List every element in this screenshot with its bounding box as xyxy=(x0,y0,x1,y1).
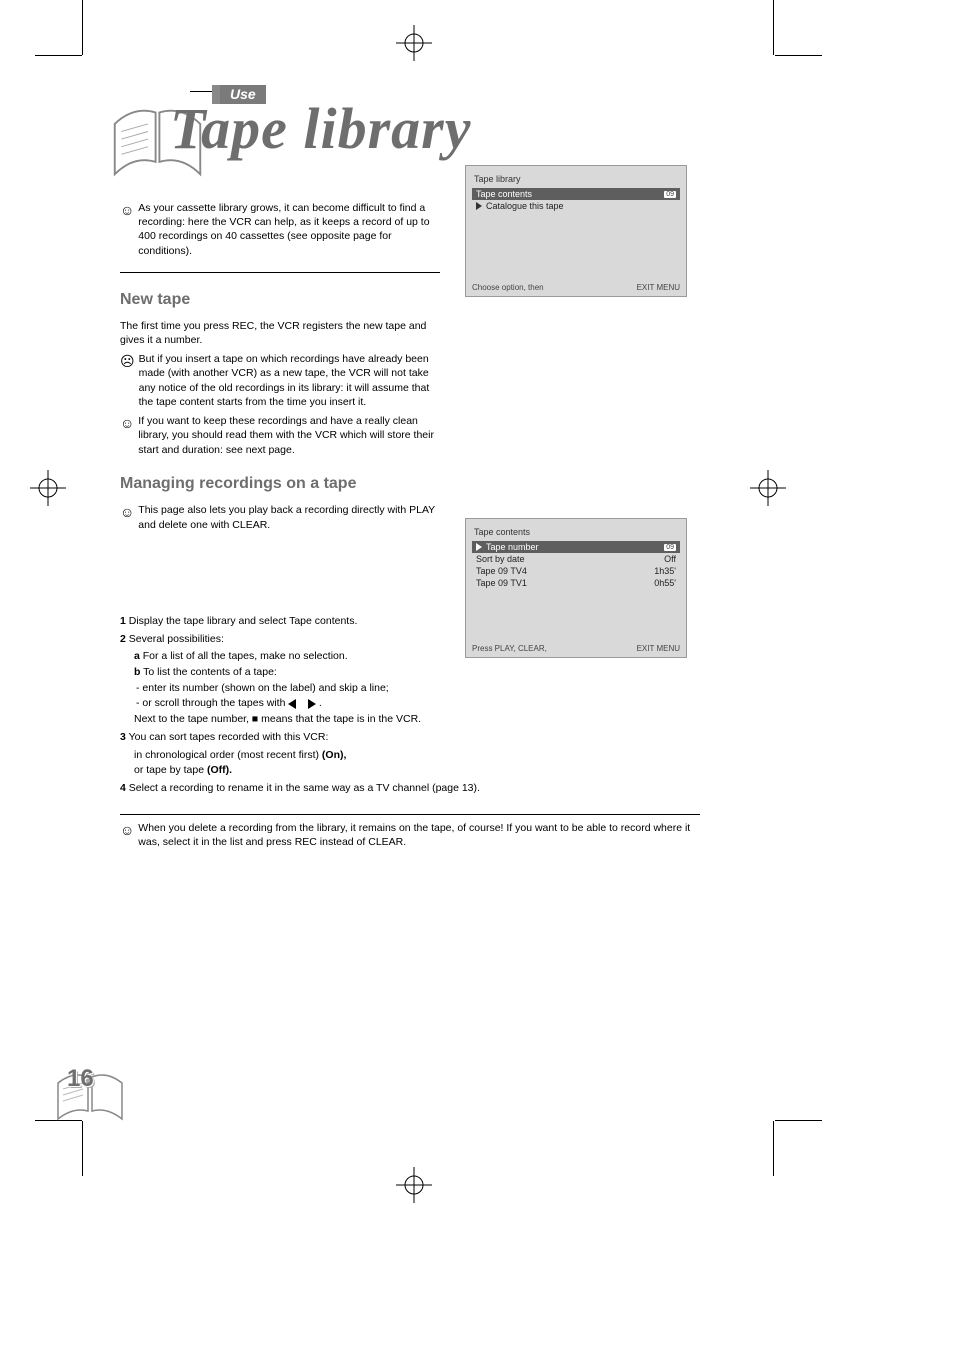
osd-hint: Choose option, then xyxy=(472,283,544,292)
managing-intro-text: This page also lets you play back a reco… xyxy=(138,503,440,532)
cursor-icon xyxy=(476,543,482,551)
registration-mark-icon xyxy=(396,1167,432,1203)
warning-note: ☹ But if you insert a tape on which reco… xyxy=(120,352,440,410)
crop-mark xyxy=(82,1121,83,1176)
triangle-left-icon xyxy=(288,699,296,709)
osd-row-label: Tape 09 TV1 xyxy=(476,578,527,588)
key-label: (Off). xyxy=(207,764,232,776)
step-text: Display the tape library and select Tape… xyxy=(129,615,358,627)
osd-row: Tape 09 TV1 0h55' xyxy=(472,577,680,589)
osd-row-label: Tape number xyxy=(486,542,539,552)
cursor-icon xyxy=(476,202,482,210)
section-heading-managing: Managing recordings on a tape xyxy=(120,475,440,493)
footnote-text: When you delete a recording from the lib… xyxy=(138,821,700,850)
osd-row-label: Tape contents xyxy=(476,189,532,199)
page-content: Use Tape library ☺ As your cassette libr… xyxy=(120,85,700,850)
tape-badge-icon: 09 xyxy=(664,191,676,198)
sort-option-tape: or tape by tape (Off). xyxy=(134,763,700,778)
step-text: You can sort tapes recorded with this VC… xyxy=(129,731,329,743)
osd-value: 0h55' xyxy=(654,578,676,588)
step-text: Select a recording to rename it in the s… xyxy=(129,782,480,794)
note-line: Next to the tape number, ■ means that th… xyxy=(134,712,700,727)
osd-title: Tape contents xyxy=(474,527,680,537)
osd-preview-tape-library: Tape library Tape contents 09 Catalogue … xyxy=(465,165,687,297)
registration-mark-icon xyxy=(396,25,432,61)
osd-footer: Press PLAY, CLEAR, EXIT MENU xyxy=(472,644,680,653)
osd-preview-tape-contents: Tape contents Tape number 09 Sort by dat… xyxy=(465,518,687,658)
step-number: 1 xyxy=(120,615,126,627)
osd-hint: Press PLAY, CLEAR, xyxy=(472,644,547,653)
page-number: 16 xyxy=(67,1065,94,1093)
osd-row-selected: Tape number 09 xyxy=(472,541,680,553)
osd-footer: Choose option, then EXIT MENU xyxy=(472,283,680,292)
intro-note: ☺ As your cassette library grows, it can… xyxy=(120,201,440,258)
crop-mark xyxy=(773,1121,774,1176)
page-title: Tape library xyxy=(170,95,471,162)
text-fragment: in chronological order (most recent firs… xyxy=(134,749,319,761)
crop-mark xyxy=(775,1120,822,1121)
substep-text: For a list of all the tapes, make no sel… xyxy=(143,650,348,662)
registration-mark-icon xyxy=(750,470,786,506)
newtape-para: The first time you press REC, the VCR re… xyxy=(120,319,440,348)
happy-face-icon: ☺ xyxy=(120,504,134,520)
tip-note: ☺ If you want to keep these recordings a… xyxy=(120,414,440,457)
step-number: 2 xyxy=(120,633,126,645)
divider xyxy=(120,272,440,273)
sub-sub-1: - enter its number (shown on the label) … xyxy=(146,681,700,696)
osd-row: Catalogue this tape xyxy=(472,200,680,212)
triangle-right-icon xyxy=(308,699,316,709)
substep-text: To list the contents of a tape: xyxy=(143,666,277,678)
osd-row: Tape 09 TV4 1h35' xyxy=(472,565,680,577)
crop-mark xyxy=(773,0,774,55)
managing-intro-note: ☺ This page also lets you play back a re… xyxy=(120,503,440,532)
section-heading-new-tape: New tape xyxy=(120,291,440,309)
text-fragment: - or scroll through the tapes with xyxy=(136,697,288,709)
sort-option-chron: in chronological order (most recent firs… xyxy=(134,748,700,763)
happy-face-icon: ☺ xyxy=(120,415,134,431)
key-label: (On), xyxy=(322,749,347,761)
tape-badge-icon: 09 xyxy=(664,544,676,551)
sad-face-icon: ☹ xyxy=(120,353,135,370)
step-number: 4 xyxy=(120,782,126,794)
step-number: 3 xyxy=(120,731,126,743)
osd-hint: EXIT MENU xyxy=(637,644,680,653)
osd-row: Sort by date Off xyxy=(472,553,680,565)
footnote: ☺ When you delete a recording from the l… xyxy=(120,821,700,850)
crop-mark xyxy=(35,55,82,56)
osd-row-label: Sort by date xyxy=(476,554,525,564)
happy-face-icon: ☺ xyxy=(120,822,134,838)
step-text: Several possibilities: xyxy=(129,633,224,645)
intro-text: As your cassette library grows, it can b… xyxy=(138,201,440,258)
happy-face-icon: ☺ xyxy=(120,202,134,218)
osd-row-label: Tape 09 TV4 xyxy=(476,566,527,576)
step-3: 3 You can sort tapes recorded with this … xyxy=(120,730,700,745)
registration-mark-icon xyxy=(30,470,66,506)
text-fragment: . xyxy=(319,697,322,709)
substep-b: b To list the contents of a tape: xyxy=(134,665,700,680)
osd-row-selected: Tape contents 09 xyxy=(472,188,680,200)
substep-label: b xyxy=(134,666,140,678)
crop-mark xyxy=(82,0,83,55)
tip-text: If you want to keep these recordings and… xyxy=(138,414,440,457)
sub-sub-2: - or scroll through the tapes with . xyxy=(146,696,700,711)
osd-title: Tape library xyxy=(474,174,680,184)
text-fragment: or tape by tape xyxy=(134,764,207,776)
osd-hint: EXIT MENU xyxy=(637,283,680,292)
divider xyxy=(120,814,700,815)
step-4: 4 Select a recording to rename it in the… xyxy=(120,781,700,796)
osd-value: 1h35' xyxy=(654,566,676,576)
osd-row-label: Catalogue this tape xyxy=(486,201,564,211)
substep-label: a xyxy=(134,650,140,662)
warning-text: But if you insert a tape on which record… xyxy=(139,352,440,410)
osd-value: Off xyxy=(664,554,676,564)
crop-mark xyxy=(775,55,822,56)
